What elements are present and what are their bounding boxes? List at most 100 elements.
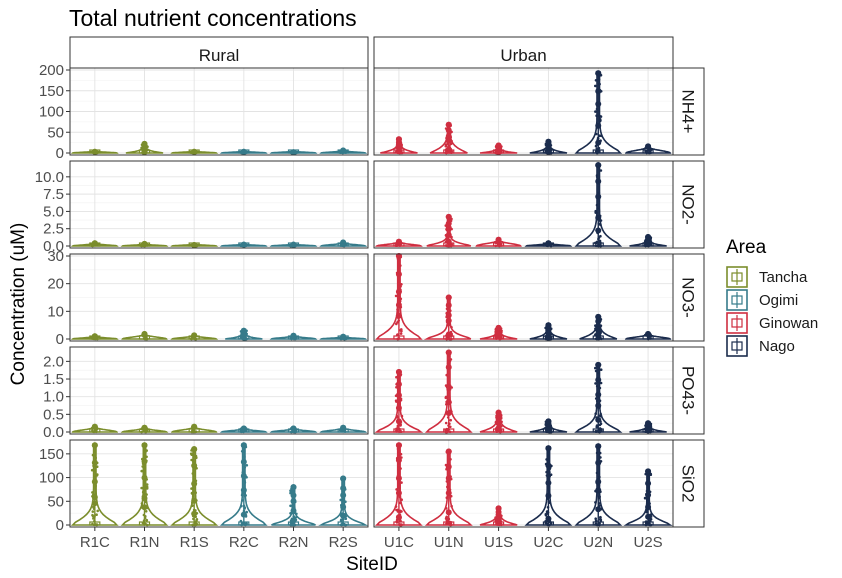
data-point xyxy=(594,84,597,88)
data-point xyxy=(446,485,449,489)
row-strip-label: NO2- xyxy=(679,184,698,225)
data-point xyxy=(545,474,549,477)
outlier-point xyxy=(340,485,347,492)
outlier-point xyxy=(191,497,198,504)
outlier-point xyxy=(445,349,452,356)
y-tick-label: 100 xyxy=(39,104,64,121)
data-point xyxy=(144,510,148,513)
outlier-point xyxy=(91,494,98,501)
x-tick-label: U1S xyxy=(484,534,513,551)
row-strip-label: SiO2 xyxy=(679,465,698,503)
outlier-point xyxy=(645,492,652,498)
outlier-point xyxy=(395,136,402,143)
data-point xyxy=(140,469,143,473)
outlier-point xyxy=(191,480,198,487)
box xyxy=(592,149,604,154)
legend: Tancha Ogimi Ginowan Nago xyxy=(726,266,818,357)
outlier-point xyxy=(340,475,347,482)
box xyxy=(337,149,349,154)
row-strip xyxy=(672,160,705,249)
outlier-point xyxy=(445,448,452,455)
legend-key-box xyxy=(731,272,743,282)
box xyxy=(138,521,151,526)
outlier-point xyxy=(395,457,402,464)
data-point xyxy=(96,509,99,513)
y-tick-label: 50 xyxy=(47,124,64,141)
outlier-point xyxy=(395,271,402,278)
outlier-point xyxy=(395,514,402,521)
outlier-point xyxy=(595,478,602,485)
data-point xyxy=(141,465,144,468)
panel-border xyxy=(69,160,369,249)
outlier-point xyxy=(240,442,247,449)
outlier-point xyxy=(545,138,552,145)
box xyxy=(238,428,250,433)
box xyxy=(492,428,505,433)
data-point xyxy=(594,382,597,385)
data-point xyxy=(444,421,448,425)
data-point xyxy=(394,294,398,298)
outlier-point xyxy=(395,312,402,319)
y-tick-label: 50 xyxy=(47,493,64,510)
outlier-point xyxy=(395,475,402,482)
x-tick-label: R2C xyxy=(229,534,259,551)
data-point xyxy=(594,110,597,113)
panel-border xyxy=(69,67,369,156)
outlier-point xyxy=(595,487,602,494)
legend-entry: Ginowan xyxy=(726,312,818,334)
data-point xyxy=(599,422,603,426)
box xyxy=(542,242,555,247)
data-point xyxy=(91,513,94,517)
data-point xyxy=(544,513,548,516)
panel-background xyxy=(70,347,368,434)
x-tick-label: R1N xyxy=(129,534,159,551)
box xyxy=(89,521,101,526)
data-point xyxy=(399,398,403,402)
y-tick-label: 2.0 xyxy=(43,353,64,370)
data-point xyxy=(190,504,194,508)
box xyxy=(492,335,505,340)
data-point xyxy=(344,517,348,521)
panel-border xyxy=(373,346,674,435)
outlier-point xyxy=(645,234,652,240)
box xyxy=(238,242,250,247)
panel-border xyxy=(373,253,674,342)
box xyxy=(393,149,405,154)
data-point xyxy=(190,491,194,495)
data-point xyxy=(399,423,402,427)
data-point xyxy=(594,501,597,504)
facet-panel xyxy=(373,253,674,342)
box xyxy=(492,242,505,247)
box xyxy=(89,149,101,154)
outlier-point xyxy=(645,480,652,487)
facet-panel xyxy=(373,439,674,528)
outlier-point xyxy=(91,423,98,430)
data-point xyxy=(145,483,149,486)
data-point xyxy=(95,465,99,469)
box xyxy=(238,521,250,526)
box xyxy=(287,335,300,340)
panel-border xyxy=(69,253,369,342)
legend-key-box xyxy=(731,295,743,305)
panel-border xyxy=(69,439,369,528)
outlier-point xyxy=(445,490,452,496)
data-point xyxy=(90,468,94,472)
data-point xyxy=(400,283,403,286)
box xyxy=(393,428,405,433)
outlier-point xyxy=(495,505,502,512)
outlier-point xyxy=(290,484,297,491)
y-tick-label: 10 xyxy=(47,303,64,320)
outlier-point xyxy=(595,331,602,338)
box xyxy=(138,149,151,154)
legend-label: Nago xyxy=(759,338,795,355)
y-tick-label: 0 xyxy=(56,331,64,348)
row-strip-label: NH4+ xyxy=(679,90,698,134)
facet-panel xyxy=(373,67,674,156)
outlier-point xyxy=(595,318,602,325)
outlier-point xyxy=(645,143,652,150)
outlier-point xyxy=(595,402,602,409)
row-strip xyxy=(672,439,705,528)
data-point xyxy=(145,485,149,489)
y-tick-label: 0 xyxy=(56,145,64,162)
